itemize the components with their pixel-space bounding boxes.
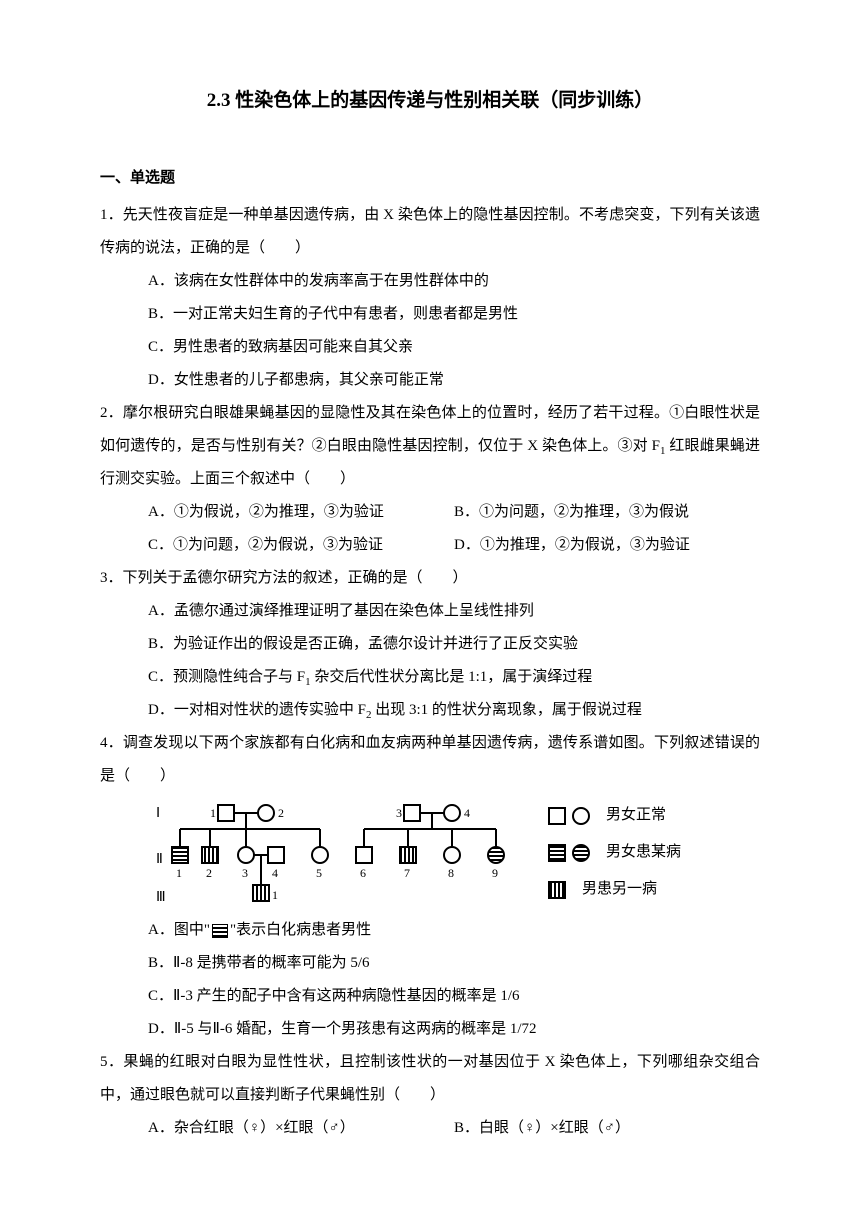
q3-opt-d: D．一对相对性状的遗传实验中 F2 出现 3:1 的性状分离现象，属于假说过程 — [100, 694, 760, 727]
q5-opt-b: B．白眼（♀）×红眼（♂） — [454, 1112, 760, 1145]
legend-normal-text: 男女正常 — [606, 799, 666, 832]
svg-text:2: 2 — [278, 806, 284, 820]
svg-text:4: 4 — [272, 866, 278, 880]
pedigree-svg: Ⅰ Ⅱ Ⅲ 1 2 1 2 3 4 5 1 3 — [148, 799, 528, 909]
q2-opt-c: C．①为问题，②为假说，③为验证 — [148, 529, 454, 562]
pedigree-figure: Ⅰ Ⅱ Ⅲ 1 2 1 2 3 4 5 1 3 — [148, 799, 760, 910]
legend-normal: 男女正常 — [548, 799, 681, 832]
q1-stem: 1．先天性夜盲症是一种单基因遗传病，由 X 染色体上的隐性基因控制。不考虑突变，… — [100, 199, 760, 265]
q2-stem: 2．摩尔根研究白眼雄果蝇基因的显隐性及其在染色体上的位置时，经历了若干过程。①白… — [100, 397, 760, 496]
square-hstripe-icon — [548, 844, 566, 862]
legend-b-text: 男患另一病 — [582, 873, 657, 906]
q4-stem: 4．调查发现以下两个家族都有白化病和血友病两种单基因遗传病，遗传系谱如图。下列叙… — [100, 727, 760, 793]
q2-options: A．①为假说，②为推理，③为验证 B．①为问题，②为推理，③为假说 C．①为问题… — [100, 496, 760, 562]
gen-1-label: Ⅰ — [156, 806, 160, 821]
q3-d-p2: 出现 3:1 的性状分离现象，属于假说过程 — [371, 702, 641, 718]
svg-text:7: 7 — [404, 866, 410, 880]
legend-disease-b: 男患另一病 — [548, 873, 681, 906]
section-header: 一、单选题 — [100, 162, 760, 195]
q3-d-p1: D．一对相对性状的遗传实验中 F — [148, 702, 366, 718]
square-icon — [548, 807, 566, 825]
q2-opt-a: A．①为假说，②为推理，③为验证 — [148, 496, 454, 529]
q1-opt-c: C．男性患者的致病基因可能来自其父亲 — [100, 331, 760, 364]
q2-opt-d: D．①为推理，②为假说，③为验证 — [454, 529, 760, 562]
q5-options: A．杂合红眼（♀）×红眼（♂） B．白眼（♀）×红眼（♂） — [100, 1112, 760, 1145]
svg-text:1: 1 — [176, 866, 182, 880]
q3-opt-c: C．预测隐性纯合子与 F1 杂交后代性状分离比是 1:1，属于演绎过程 — [100, 661, 760, 694]
q2-opt-b: B．①为问题，②为推理，③为假说 — [454, 496, 760, 529]
q3-c-p2: 杂交后代性状分离比是 1:1，属于演绎过程 — [311, 669, 593, 685]
svg-text:8: 8 — [448, 866, 454, 880]
q3-opt-b: B．为验证作出的假设是否正确，孟德尔设计并进行了正反交实验 — [100, 628, 760, 661]
q1-opt-a: A．该病在女性群体中的发病率高于在男性群体中的 — [100, 265, 760, 298]
pedigree-legend: 男女正常 男女患某病 男患另一病 — [548, 799, 681, 910]
circle-icon — [572, 807, 590, 825]
svg-text:1: 1 — [272, 888, 278, 902]
q1-opt-d: D．女性患者的儿子都患病，其父亲可能正常 — [100, 364, 760, 397]
q4-opt-a: A．图中" "表示白化病患者男性 — [100, 914, 760, 947]
svg-text:2: 2 — [206, 866, 212, 880]
q4-a-p1: A．图中" — [148, 922, 210, 938]
q4-opt-c: C．Ⅱ-3 产生的配子中含有这两种病隐性基因的概率是 1/6 — [100, 980, 760, 1013]
q3-stem: 3．下列关于孟德尔研究方法的叙述，正确的是（ ） — [100, 562, 760, 595]
q3-opt-a: A．孟德尔通过演绎推理证明了基因在染色体上呈线性排列 — [100, 595, 760, 628]
q4-a-p2: "表示白化病患者男性 — [230, 922, 371, 938]
svg-text:6: 6 — [360, 866, 366, 880]
q3-c-p1: C．预测隐性纯合子与 F — [148, 669, 305, 685]
q5-stem: 5．果蝇的红眼对白眼为显性性状，且控制该性状的一对基因位于 X 染色体上，下列哪… — [100, 1046, 760, 1112]
gen-2-label: Ⅱ — [156, 852, 163, 867]
svg-text:4: 4 — [464, 806, 470, 820]
q4-options: A．图中" "表示白化病患者男性 B．Ⅱ-8 是携带者的概率可能为 5/6 C．Ⅱ… — [100, 914, 760, 1046]
q4-opt-b: B．Ⅱ-8 是携带者的概率可能为 5/6 — [100, 947, 760, 980]
circle-hstripe-icon — [572, 844, 590, 862]
page-title: 2.3 性染色体上的基因传递与性别相关联（同步训练） — [100, 80, 760, 122]
legend-disease-a: 男女患某病 — [548, 836, 681, 869]
legend-a-text: 男女患某病 — [606, 836, 681, 869]
q4-opt-d: D．Ⅱ-5 与Ⅱ-6 婚配，生育一个男孩患有这两病的概率是 1/72 — [100, 1013, 760, 1046]
square-vstripe-icon — [548, 881, 566, 899]
q1-opt-b: B．一对正常夫妇生育的子代中有患者，则患者都是男性 — [100, 298, 760, 331]
q3-options: A．孟德尔通过演绎推理证明了基因在染色体上呈线性排列 B．为验证作出的假设是否正… — [100, 595, 760, 727]
svg-text:3: 3 — [396, 806, 402, 820]
svg-text:5: 5 — [316, 866, 322, 880]
svg-text:1: 1 — [210, 806, 216, 820]
inline-hstripe-icon — [212, 924, 228, 938]
svg-text:3: 3 — [242, 866, 248, 880]
gen-3-label: Ⅲ — [156, 890, 166, 905]
q5-opt-a: A．杂合红眼（♀）×红眼（♂） — [148, 1112, 454, 1145]
svg-text:9: 9 — [492, 866, 498, 880]
q1-options: A．该病在女性群体中的发病率高于在男性群体中的 B．一对正常夫妇生育的子代中有患… — [100, 265, 760, 397]
